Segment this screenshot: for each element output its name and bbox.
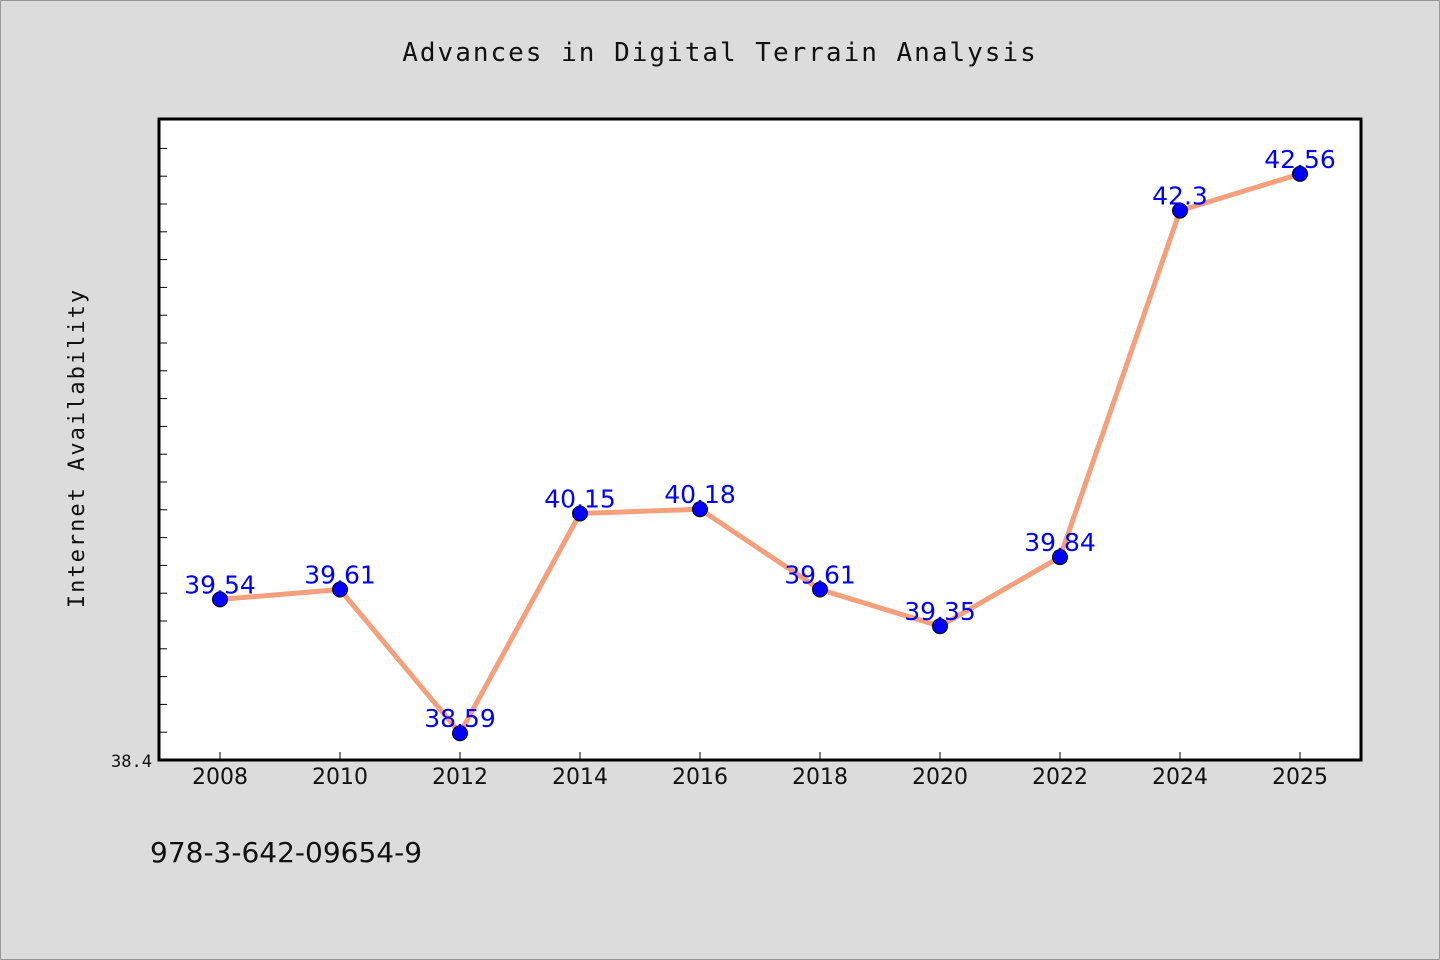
data-point [212,591,228,608]
x-tick-label: 2022 [1032,765,1088,790]
y-axis-minor-ticks [159,147,167,761]
data-point [452,725,468,742]
chart-title: Advances in Digital Terrain Analysis [402,38,1038,68]
x-tick-label: 2014 [552,765,608,790]
x-axis-ticks: 2008 2010 2012 2014 2016 2018 2020 2022 2024 2025 [192,752,1328,790]
data-label: 39.54 [184,570,256,599]
series-line [217,171,1303,736]
y-axis-label: Internet Availability [65,288,90,608]
data-label: 39.35 [904,597,976,626]
x-tick-label: 2010 [312,765,368,790]
data-points [212,165,1308,742]
data-point [1172,202,1188,219]
data-label: 38.59 [424,704,496,733]
data-label: 42.56 [1264,145,1336,174]
data-point [1292,165,1308,182]
x-tick-label: 2020 [912,765,968,790]
x-tick-label: 2018 [792,765,848,790]
data-point [932,618,948,635]
data-labels: 39.54 39.61 38.59 40.15 40.18 39.61 39.35 39.84… [184,145,1336,733]
data-label: 39.84 [1024,528,1096,557]
data-point [812,581,828,598]
x-tick-label: 2008 [192,765,248,790]
x-tick-label: 2025 [1272,765,1328,790]
data-label: 39.61 [304,561,376,590]
data-point [692,501,708,518]
x-tick-label: 2016 [672,765,728,790]
data-point [332,581,348,598]
data-point [572,505,588,522]
data-label: 42.3 [1152,182,1208,211]
data-point [1052,549,1068,566]
data-label: 40.18 [664,480,736,509]
isbn-text: 978-3-642-09654-9 [150,836,422,869]
data-label: 40.15 [544,485,616,514]
x-tick-label: 2012 [432,765,488,790]
plot-area [157,117,1363,762]
x-tick-label: 2024 [1152,765,1208,790]
y-tick-label: 38.4 [111,752,152,772]
data-label: 39.61 [784,561,856,590]
